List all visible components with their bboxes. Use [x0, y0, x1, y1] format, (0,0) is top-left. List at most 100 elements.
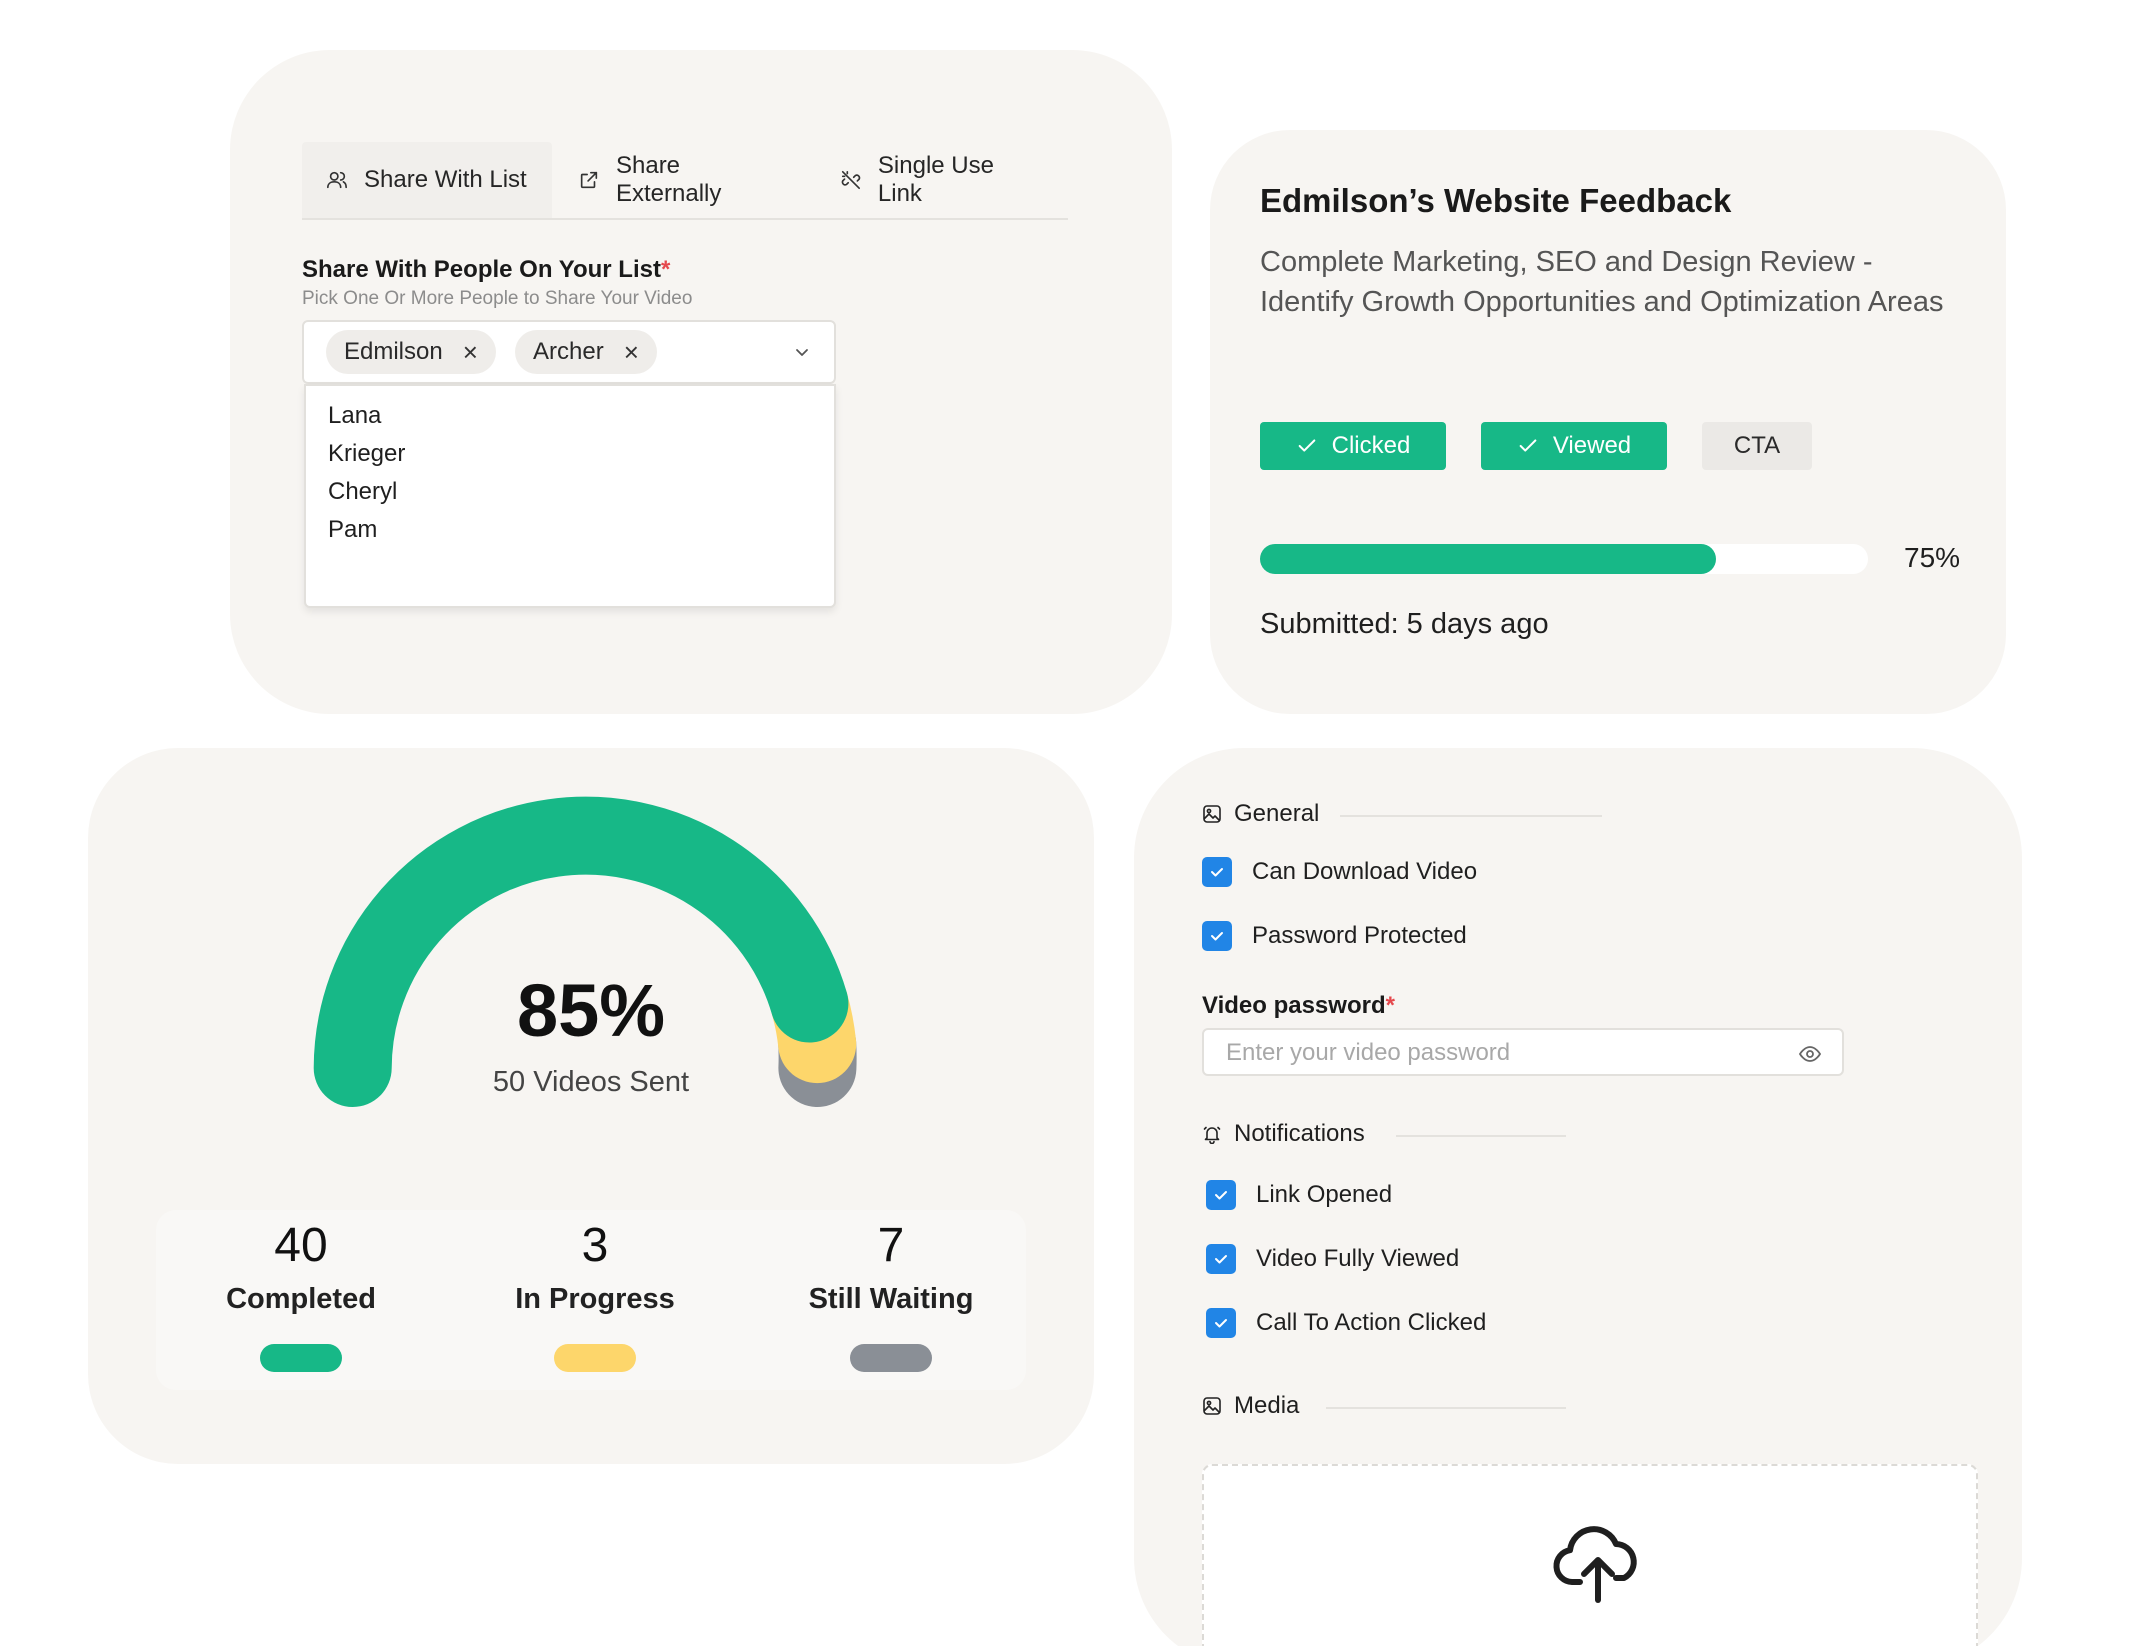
tab-label: Share With List [364, 166, 527, 193]
option-label: Call To Action Clicked [1256, 1309, 1487, 1336]
password-input[interactable] [1226, 1038, 1766, 1068]
feedback-description: Complete Marketing, SEO and Design Revie… [1260, 246, 1944, 318]
gauge-subtitle: 50 Videos Sent [492, 1066, 690, 1098]
option-can-download[interactable]: Can Download Video [1202, 857, 1477, 887]
section-title: General [1234, 800, 1320, 827]
chip-label: Archer [533, 338, 604, 365]
legend-swatch-gray [850, 1344, 932, 1372]
external-link-icon [580, 171, 598, 189]
checkbox-checked[interactable] [1202, 857, 1232, 887]
media-upload-dropzone[interactable] [1202, 1464, 1978, 1646]
divider [1396, 1135, 1566, 1137]
tab-label: Share Externally [615, 152, 722, 207]
selected-chip: Edmilson × [326, 330, 496, 374]
link-broken-icon [841, 170, 861, 190]
required-mark: * [660, 256, 671, 283]
check-icon [1215, 1255, 1227, 1264]
settings-card: General Can Download Video Password Prot… [1134, 748, 2022, 1646]
stat-label: Still Waiting [808, 1283, 974, 1315]
selected-chip: Archer × [515, 330, 657, 374]
image-icon [1203, 805, 1221, 823]
option-label: Video Fully Viewed [1256, 1245, 1460, 1272]
tag-clicked[interactable]: Clicked [1260, 422, 1446, 470]
stats-summary: 40 Completed 3 In Progress 7 Still Waiti… [156, 1210, 1026, 1390]
image-icon [1203, 1397, 1221, 1415]
eye-icon[interactable] [1798, 1042, 1822, 1066]
option-link-opened[interactable]: Link Opened [1206, 1180, 1392, 1210]
chip-label: Edmilson [344, 338, 443, 365]
submitted-time: Submitted: 5 days ago [1260, 608, 1549, 640]
chevron-down-icon[interactable] [792, 342, 812, 362]
remove-chip-icon[interactable]: × [462, 337, 478, 367]
stat-value: 3 [581, 1219, 609, 1272]
check-icon [1298, 439, 1315, 452]
dropdown-option[interactable]: Pam [328, 516, 378, 543]
option-label: Link Opened [1256, 1181, 1393, 1208]
stat-label: Completed [226, 1283, 376, 1315]
users-icon [327, 171, 347, 189]
stats-card: 85% 50 Videos Sent 40 Completed 3 In Pro… [88, 748, 1094, 1464]
dropdown-option[interactable]: Lana [328, 402, 382, 429]
check-icon [1215, 1319, 1227, 1328]
option-label: Can Download Video [1252, 858, 1478, 885]
required-mark: * [1385, 992, 1395, 1019]
tab-share-with-list[interactable]: Share With List [302, 142, 552, 218]
tag-label: CTA [1733, 432, 1781, 459]
share-card: Share With List Share Externally Single … [230, 50, 1172, 714]
stat-label: In Progress [515, 1283, 675, 1315]
feedback-card: Edmilson’s Website Feedback Complete Mar… [1210, 130, 2006, 714]
checkbox-checked[interactable] [1202, 921, 1232, 951]
checkbox-checked[interactable] [1206, 1244, 1236, 1274]
progress-fill [1260, 544, 1716, 574]
password-label: Video password* [1202, 992, 1395, 1020]
section-media: Media [1202, 1392, 1299, 1420]
check-icon [1519, 439, 1537, 452]
option-password-protected[interactable]: Password Protected [1202, 921, 1467, 951]
checkbox-checked[interactable] [1206, 1308, 1236, 1338]
option-label: Password Protected [1252, 922, 1467, 949]
gauge-percent: 85% [516, 969, 666, 1052]
remove-chip-icon[interactable]: × [623, 337, 639, 367]
feedback-progress-bar [1260, 544, 1868, 574]
cloud-upload-icon[interactable] [1550, 1520, 1646, 1604]
gauge-segment-green [313, 796, 849, 1107]
check-icon [1215, 1191, 1227, 1200]
stat-value: 7 [877, 1219, 905, 1272]
stat-in-progress: 3 In Progress [450, 1210, 740, 1372]
field-hint: Pick One Or More People to Share Your Vi… [302, 288, 693, 309]
option-video-fully-viewed[interactable]: Video Fully Viewed [1206, 1244, 1459, 1274]
field-title: Share With People On Your List* [302, 256, 670, 284]
tag-viewed[interactable]: Viewed [1481, 422, 1667, 470]
gauge-chart [313, 796, 857, 1107]
divider [1340, 815, 1602, 817]
tab-single-use-link[interactable]: Single Use Link [816, 142, 1068, 218]
legend-swatch-green [260, 1344, 342, 1372]
share-tabs: Share With List Share Externally Single … [302, 142, 1068, 220]
dropdown-option[interactable]: Krieger [328, 440, 406, 467]
tab-share-externally[interactable]: Share Externally [554, 142, 816, 218]
people-dropdown: Lana Krieger Cheryl Pam [304, 384, 836, 608]
stat-completed: 40 Completed [156, 1210, 446, 1372]
section-title: Media [1234, 1392, 1300, 1419]
stat-still-waiting: 7 Still Waiting [746, 1210, 1036, 1372]
legend-swatch-yellow [554, 1344, 636, 1372]
check-icon [1211, 868, 1223, 877]
tag-cta[interactable]: CTA [1702, 422, 1812, 470]
option-cta-clicked[interactable]: Call To Action Clicked [1206, 1308, 1486, 1338]
progress-label: 75% [1904, 542, 1961, 573]
divider [1326, 1407, 1566, 1409]
password-field[interactable] [1202, 1028, 1844, 1076]
feedback-title: Edmilson’s Website Feedback [1260, 182, 1732, 219]
check-icon [1211, 932, 1223, 941]
people-multiselect[interactable]: Edmilson × Archer × [302, 320, 836, 384]
bell-icon [1203, 1126, 1221, 1144]
field-title-text: Share With People On Your List [302, 256, 661, 283]
section-notifications: Notifications [1202, 1120, 1365, 1148]
section-general: General [1202, 800, 1319, 828]
password-label-text: Video password [1202, 992, 1386, 1019]
checkbox-checked[interactable] [1206, 1180, 1236, 1210]
dropdown-option[interactable]: Cheryl [328, 478, 398, 505]
tag-label: Clicked [1331, 432, 1411, 459]
stat-value: 40 [274, 1219, 328, 1272]
tag-label: Viewed [1552, 432, 1632, 459]
